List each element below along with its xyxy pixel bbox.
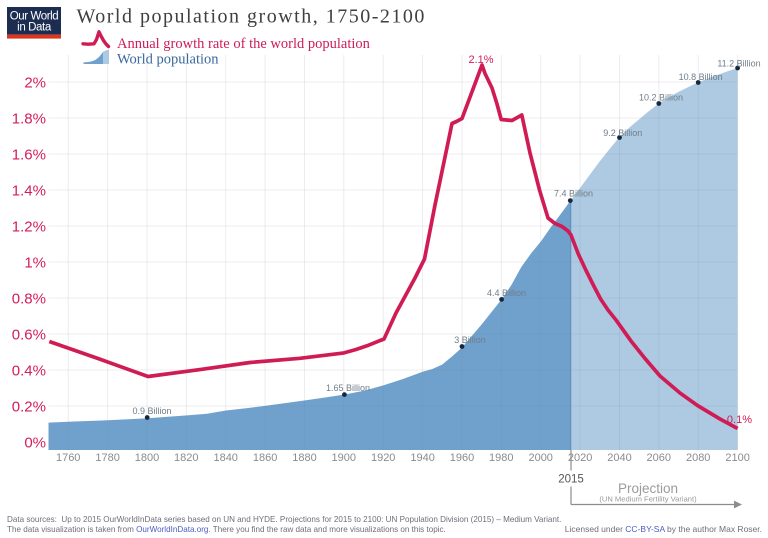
svg-text:2040: 2040 [607, 452, 631, 464]
svg-text:0.8%: 0.8% [12, 291, 46, 308]
svg-text:1.8%: 1.8% [12, 111, 46, 128]
svg-text:Projection: Projection [618, 481, 678, 496]
svg-text:(UN Medium Fertility Variant): (UN Medium Fertility Variant) [599, 495, 697, 504]
svg-text:0.4%: 0.4% [12, 363, 46, 380]
svg-text:in Data: in Data [17, 22, 52, 34]
svg-text:10.8 Billion: 10.8 Billion [679, 72, 723, 82]
svg-text:1760: 1760 [56, 452, 80, 464]
svg-text:1840: 1840 [213, 452, 237, 464]
svg-text:1860: 1860 [253, 452, 277, 464]
svg-text:1800: 1800 [135, 452, 159, 464]
svg-text:1%: 1% [24, 255, 46, 272]
svg-text:2020: 2020 [568, 452, 592, 464]
svg-text:2015: 2015 [558, 474, 584, 486]
svg-text:9.2 Billion: 9.2 Billion [603, 128, 642, 138]
svg-text:Annual growth rate of the worl: Annual growth rate of the world populati… [117, 36, 371, 52]
svg-text:The data visualization is take: The data visualization is taken from Our… [7, 525, 446, 534]
svg-text:Licensed under CC-BY-SA by the: Licensed under CC-BY-SA by the author Ma… [565, 524, 762, 534]
svg-text:1.2%: 1.2% [12, 219, 46, 236]
svg-text:1940: 1940 [410, 452, 434, 464]
svg-text:0%: 0% [24, 435, 46, 452]
svg-text:0.1%: 0.1% [727, 414, 752, 426]
svg-text:Data sources: Up to 2015 OurW: Data sources: Up to 2015 OurWorldInData … [7, 515, 561, 524]
svg-text:1900: 1900 [332, 452, 356, 464]
svg-text:World population growth, 1750-: World population growth, 1750-2100 [77, 6, 426, 28]
svg-text:1880: 1880 [292, 452, 316, 464]
svg-text:4.4 Billion: 4.4 Billion [487, 288, 526, 298]
svg-text:0.9 Billion: 0.9 Billion [132, 406, 171, 416]
svg-text:1980: 1980 [489, 452, 513, 464]
svg-text:1.65 Billion: 1.65 Billion [326, 383, 370, 393]
svg-text:2060: 2060 [647, 452, 671, 464]
svg-text:2%: 2% [24, 75, 46, 92]
svg-text:1.6%: 1.6% [12, 147, 46, 164]
svg-text:1780: 1780 [95, 452, 119, 464]
svg-text:1960: 1960 [450, 452, 474, 464]
svg-text:1920: 1920 [371, 452, 395, 464]
svg-text:1.4%: 1.4% [12, 183, 46, 200]
svg-text:11.2 Billion: 11.2 Billion [717, 58, 760, 68]
svg-text:Our World: Our World [10, 11, 59, 23]
svg-text:2080: 2080 [686, 452, 710, 464]
svg-text:0.6%: 0.6% [12, 327, 46, 344]
svg-text:7.4 Billion: 7.4 Billion [554, 189, 593, 199]
svg-text:1820: 1820 [174, 452, 198, 464]
svg-text:2.1%: 2.1% [468, 54, 493, 66]
svg-text:0.2%: 0.2% [12, 399, 46, 416]
svg-text:2100: 2100 [725, 452, 749, 464]
svg-text:3 Billion: 3 Billion [454, 335, 486, 345]
svg-text:World population: World population [117, 52, 219, 68]
svg-text:2000: 2000 [528, 452, 552, 464]
svg-text:10.2 Billion: 10.2 Billion [639, 93, 683, 103]
